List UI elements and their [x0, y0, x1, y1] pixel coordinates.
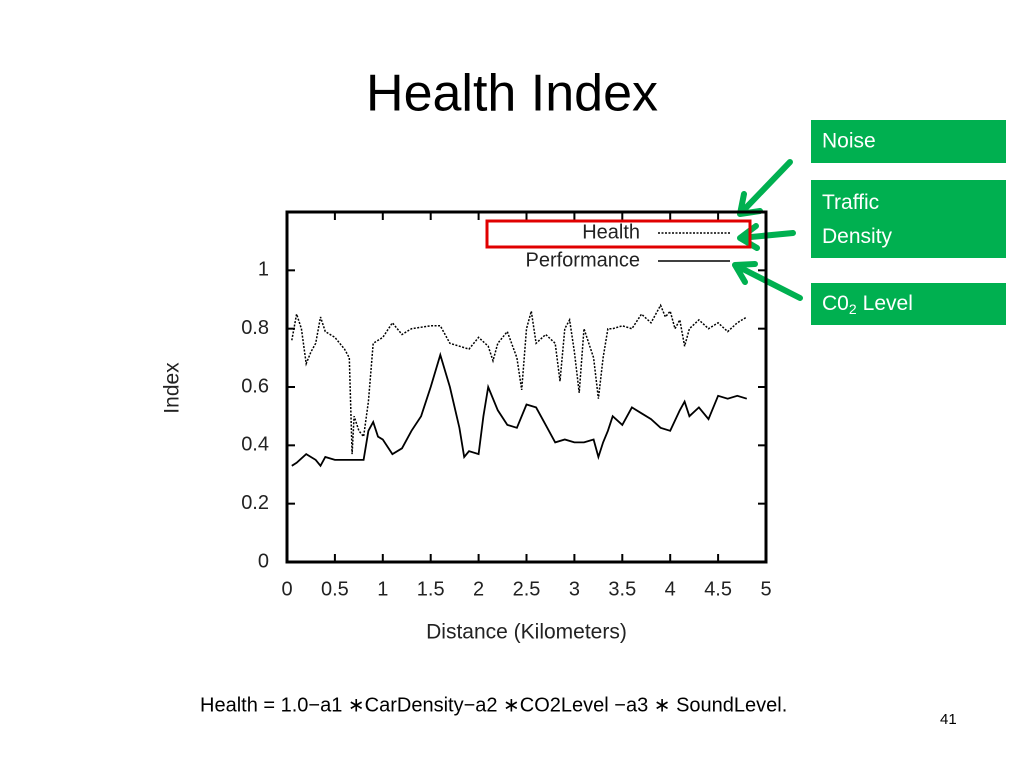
x-axis-label: Distance (Kilometers): [426, 621, 627, 644]
x-tick-label: 5: [760, 578, 771, 600]
y-tick-label: 0: [258, 550, 269, 572]
x-tick-label: 1.5: [417, 578, 445, 600]
callout-text: C02 Level: [822, 292, 913, 317]
x-tick-label: 4.5: [704, 578, 732, 600]
callout-subscript: 2: [849, 301, 857, 317]
callout-part: C0: [822, 292, 849, 315]
callout-box: [811, 283, 1006, 325]
x-tick-label: 4: [665, 578, 676, 600]
x-tick-label: 2: [473, 578, 484, 600]
y-tick-label: 0.4: [241, 434, 269, 456]
x-tick-label: 2.5: [513, 578, 541, 600]
arrow: [737, 159, 793, 217]
x-tick-label: 3.5: [608, 578, 636, 600]
y-tick-label: 0.8: [241, 317, 269, 339]
legend-label: Health: [582, 221, 640, 243]
slide-title: Health Index: [366, 65, 658, 123]
y-axis-label: Index: [161, 362, 184, 414]
x-tick-label: 1: [377, 578, 388, 600]
x-tick-label: 0: [281, 578, 292, 600]
y-tick-label: 0.2: [241, 492, 269, 514]
series-line: [291, 303, 748, 455]
callout-text: Traffic Density: [822, 191, 893, 248]
y-tick-label: 0.6: [241, 375, 269, 397]
x-tick-label: 0.5: [321, 578, 349, 600]
callout-part: Level: [863, 292, 913, 315]
highlight-box: [485, 219, 752, 249]
series-line: [291, 351, 748, 468]
callout-box: [811, 180, 1006, 258]
y-tick-label: 1: [258, 259, 269, 281]
callout-text: Noise: [822, 130, 876, 153]
x-tick-label: 3: [569, 578, 580, 600]
formula: Health = 1.0−a1 ∗CarDensity−a2 ∗CO2Level…: [200, 694, 787, 716]
legend-label: Performance: [526, 249, 641, 271]
callout-box: [811, 120, 1006, 163]
callout-wrap: Traffic Density: [822, 191, 893, 248]
page-number: 41: [940, 711, 957, 728]
